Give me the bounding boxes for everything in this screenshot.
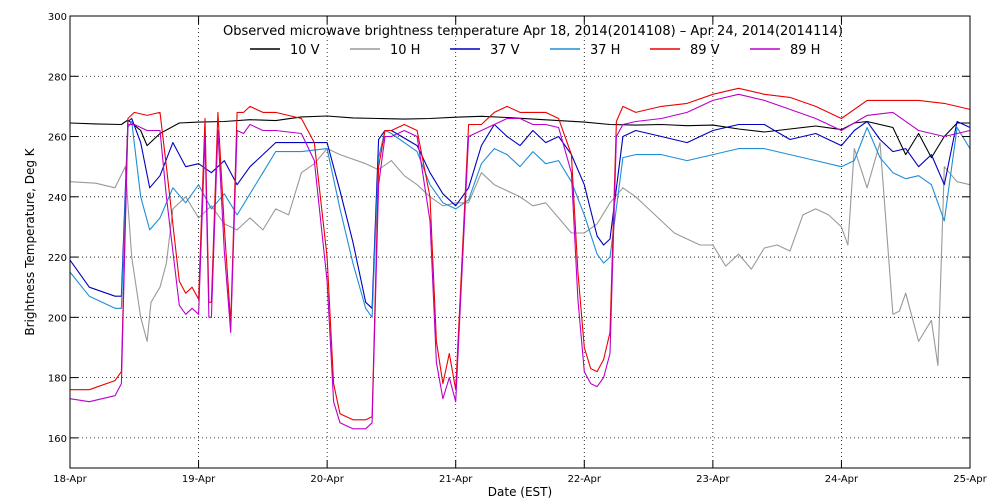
x-tick-label: 20-Apr — [310, 474, 344, 485]
x-axis-label: Date (EST) — [488, 485, 552, 499]
y-tick-label: 240 — [48, 193, 67, 204]
y-tick-label: 200 — [48, 313, 67, 324]
y-axis-label: Brightness Temperature, Deg K — [23, 147, 37, 335]
y-tick-label: 220 — [48, 253, 67, 264]
x-tick-label: 24-Apr — [825, 474, 859, 485]
series-lines — [69, 87, 971, 430]
chart-title: Observed microwave brightness temperatur… — [223, 24, 843, 39]
y-tick-label: 260 — [48, 133, 67, 144]
legend-entry-label: 89 V — [690, 43, 720, 58]
x-tick-label: 18-Apr — [53, 474, 87, 485]
plot-frame — [69, 15, 971, 469]
x-axis-ticks: 18-Apr 19-Apr 20-Apr 21-Apr 22-Apr 23-Apr 24-A… — [53, 16, 988, 485]
legend-entry-label: 89 H — [790, 43, 820, 58]
legend-entry-label: 37 H — [590, 43, 620, 58]
y-tick-label: 160 — [48, 434, 67, 445]
series-line-37-h — [69, 120, 971, 318]
series-line-10-h — [69, 142, 971, 367]
x-tick-label: 25-Apr — [953, 474, 987, 485]
y-tick-label: 280 — [48, 72, 67, 83]
series-line-89-h — [69, 93, 971, 430]
series-line-37-v — [69, 117, 971, 309]
y-axis-ticks: 160 180 200 220 240 260 280 300 — [48, 12, 970, 445]
x-tick-label: 23-Apr — [696, 474, 730, 485]
legend: 10 V 10 H 37 V 37 H 89 V 89 H — [250, 43, 820, 58]
x-tick-label: 21-Apr — [439, 474, 473, 485]
legend-entry-label: 10 V — [290, 43, 320, 58]
y-tick-label: 300 — [48, 12, 67, 23]
y-tick-label: 180 — [48, 374, 67, 385]
legend-entry-label: 10 H — [390, 43, 420, 58]
legend-entry-label: 37 V — [490, 43, 520, 58]
x-tick-label: 22-Apr — [568, 474, 602, 485]
x-tick-label: 19-Apr — [182, 474, 216, 485]
